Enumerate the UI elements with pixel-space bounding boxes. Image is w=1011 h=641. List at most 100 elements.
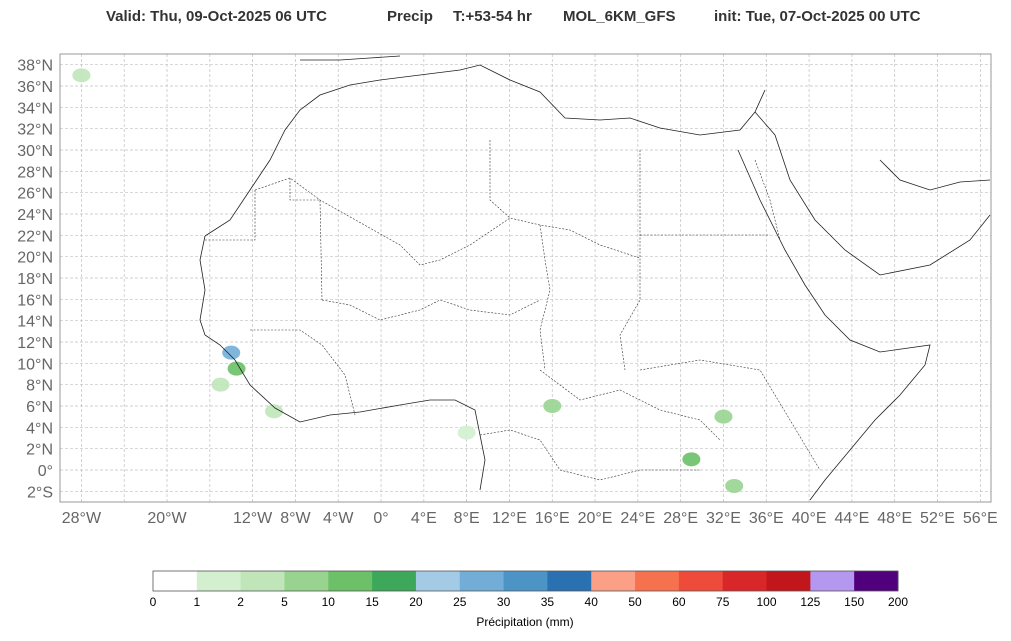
precip-area bbox=[227, 361, 246, 376]
lat-tick-label: 28°N bbox=[17, 164, 53, 181]
field-name: Precip bbox=[387, 8, 433, 25]
colorbar-swatch bbox=[459, 571, 505, 591]
graticule bbox=[60, 54, 991, 502]
lon-tick-label: 0° bbox=[373, 510, 388, 527]
lat-tick-label: 14°N bbox=[17, 314, 53, 331]
lon-tick-label: 36°E bbox=[749, 510, 784, 527]
lat-tick-label: 24°N bbox=[17, 207, 53, 224]
colorbar-swatch bbox=[503, 571, 548, 591]
colorbar-tick-label: 75 bbox=[716, 595, 730, 609]
lon-tick-label: 24°E bbox=[620, 510, 655, 527]
lon-tick-label: 16°E bbox=[535, 510, 570, 527]
lat-tick-label: 8°N bbox=[26, 378, 53, 395]
precip-area bbox=[457, 425, 476, 440]
lon-tick-label: 52°E bbox=[920, 510, 955, 527]
colorbar-tick-label: 40 bbox=[585, 595, 599, 609]
colorbar-tick-label: 5 bbox=[281, 595, 288, 609]
colorbar-frame bbox=[152, 570, 899, 592]
country-borders bbox=[205, 140, 821, 481]
colorbar-swatch bbox=[678, 571, 724, 591]
colorbar-tick-label: 15 bbox=[365, 595, 379, 609]
colorbar-swatch bbox=[284, 571, 329, 591]
colorbar-swatch bbox=[372, 571, 417, 591]
precip-area bbox=[682, 452, 701, 467]
colorbar-label: Précipitation (mm) bbox=[476, 615, 573, 629]
precip-area bbox=[265, 404, 284, 419]
colorbar-tick-label: 10 bbox=[322, 595, 336, 609]
colorbar-tick-label: 0 bbox=[150, 595, 157, 609]
lat-tick-label: 38°N bbox=[17, 58, 53, 75]
precip-layer bbox=[72, 68, 744, 493]
coastline bbox=[199, 55, 991, 501]
colorbar-tick-label: 30 bbox=[497, 595, 511, 609]
lon-tick-label: 44°E bbox=[834, 510, 869, 527]
precip-area bbox=[211, 377, 230, 392]
colorbar-swatch bbox=[810, 571, 855, 591]
precip-area bbox=[714, 409, 733, 424]
lon-tick-label: 28°E bbox=[663, 510, 698, 527]
colorbar-swatch bbox=[722, 571, 768, 591]
colorbar-swatch bbox=[196, 571, 242, 591]
lon-tick-label: 12°W bbox=[233, 510, 273, 527]
precip-area bbox=[725, 479, 744, 493]
colorbar-swatch bbox=[153, 571, 198, 591]
colorbar-tick-label: 2 bbox=[237, 595, 244, 609]
lon-tick-label: 20°W bbox=[147, 510, 187, 527]
map-frame bbox=[59, 53, 992, 503]
colorbar-swatch bbox=[547, 571, 592, 591]
west-africa-coast bbox=[199, 235, 486, 491]
colorbar-tick-label: 25 bbox=[453, 595, 467, 609]
latitude-labels: 38°N 36°N 34°N 32°N 30°N 28°N 26°N 24°N 22°N 20°N… bbox=[17, 58, 53, 502]
colorbar-tick-label: 35 bbox=[541, 595, 555, 609]
mediterranean-coast bbox=[204, 64, 766, 237]
init-time: init: Tue, 07-Oct-2025 00 UTC bbox=[714, 8, 921, 25]
lat-tick-label: 34°N bbox=[17, 100, 53, 117]
lon-tick-label: 4°W bbox=[323, 510, 354, 527]
lat-tick-label: 0° bbox=[38, 463, 53, 480]
precip-area bbox=[72, 68, 91, 83]
arabia-coast bbox=[754, 111, 991, 276]
lat-tick-label: 26°N bbox=[17, 186, 53, 203]
colorbar: 0 1 2 5 10 15 20 25 30 35 40 50 60 75 100 125 150 200 bbox=[150, 570, 908, 609]
lat-tick-label: 10°N bbox=[17, 356, 53, 373]
lon-tick-label: 12°E bbox=[492, 510, 527, 527]
colorbar-swatch bbox=[415, 571, 461, 591]
forecast-step: T:+53-54 hr bbox=[453, 8, 532, 25]
colorbar-tick-label: 100 bbox=[757, 595, 777, 609]
lat-tick-label: 18°N bbox=[17, 271, 53, 288]
lon-tick-label: 48°E bbox=[877, 510, 912, 527]
lon-tick-label: 28°W bbox=[62, 510, 102, 527]
iberia-coast bbox=[300, 55, 401, 61]
colorbar-swatch bbox=[328, 571, 373, 591]
precip-area bbox=[222, 345, 241, 360]
colorbar-swatch bbox=[854, 571, 899, 591]
lat-tick-label: 2°S bbox=[27, 484, 53, 501]
lon-tick-label: 8°W bbox=[280, 510, 311, 527]
lon-tick-label: 4°E bbox=[411, 510, 437, 527]
lat-tick-label: 6°N bbox=[26, 399, 53, 416]
colorbar-tick-label: 200 bbox=[888, 595, 908, 609]
lat-tick-label: 20°N bbox=[17, 250, 53, 267]
colorbar-tick-label: 20 bbox=[409, 595, 423, 609]
lat-tick-label: 2°N bbox=[26, 442, 53, 459]
colorbar-tick-label: 1 bbox=[193, 595, 200, 609]
lon-tick-label: 56°E bbox=[963, 510, 998, 527]
longitude-labels: 28°W 20°W 12°W 8°W 4°W 0° 4°E 8°E 12°E 16°E 20°E 24… bbox=[62, 510, 998, 527]
colorbar-swatch bbox=[591, 571, 636, 591]
lat-tick-label: 4°N bbox=[26, 420, 53, 437]
lat-tick-label: 22°N bbox=[17, 228, 53, 245]
lat-tick-label: 30°N bbox=[17, 143, 53, 160]
valid-time: Valid: Thu, 09-Oct-2025 06 UTC bbox=[106, 8, 327, 25]
lat-tick-label: 16°N bbox=[17, 292, 53, 309]
lat-tick-label: 12°N bbox=[17, 335, 53, 352]
lat-tick-label: 36°N bbox=[17, 79, 53, 96]
colorbar-tick-label: 50 bbox=[628, 595, 642, 609]
colorbar-swatch bbox=[766, 571, 811, 591]
lon-tick-label: 32°E bbox=[706, 510, 741, 527]
gulf-coast bbox=[879, 159, 991, 191]
map-title: Valid: Thu, 09-Oct-2025 06 UTC Precip T:… bbox=[0, 8, 1011, 28]
red-sea-coast bbox=[737, 149, 931, 501]
precip-area bbox=[543, 399, 562, 413]
colorbar-tick-label: 60 bbox=[672, 595, 686, 609]
